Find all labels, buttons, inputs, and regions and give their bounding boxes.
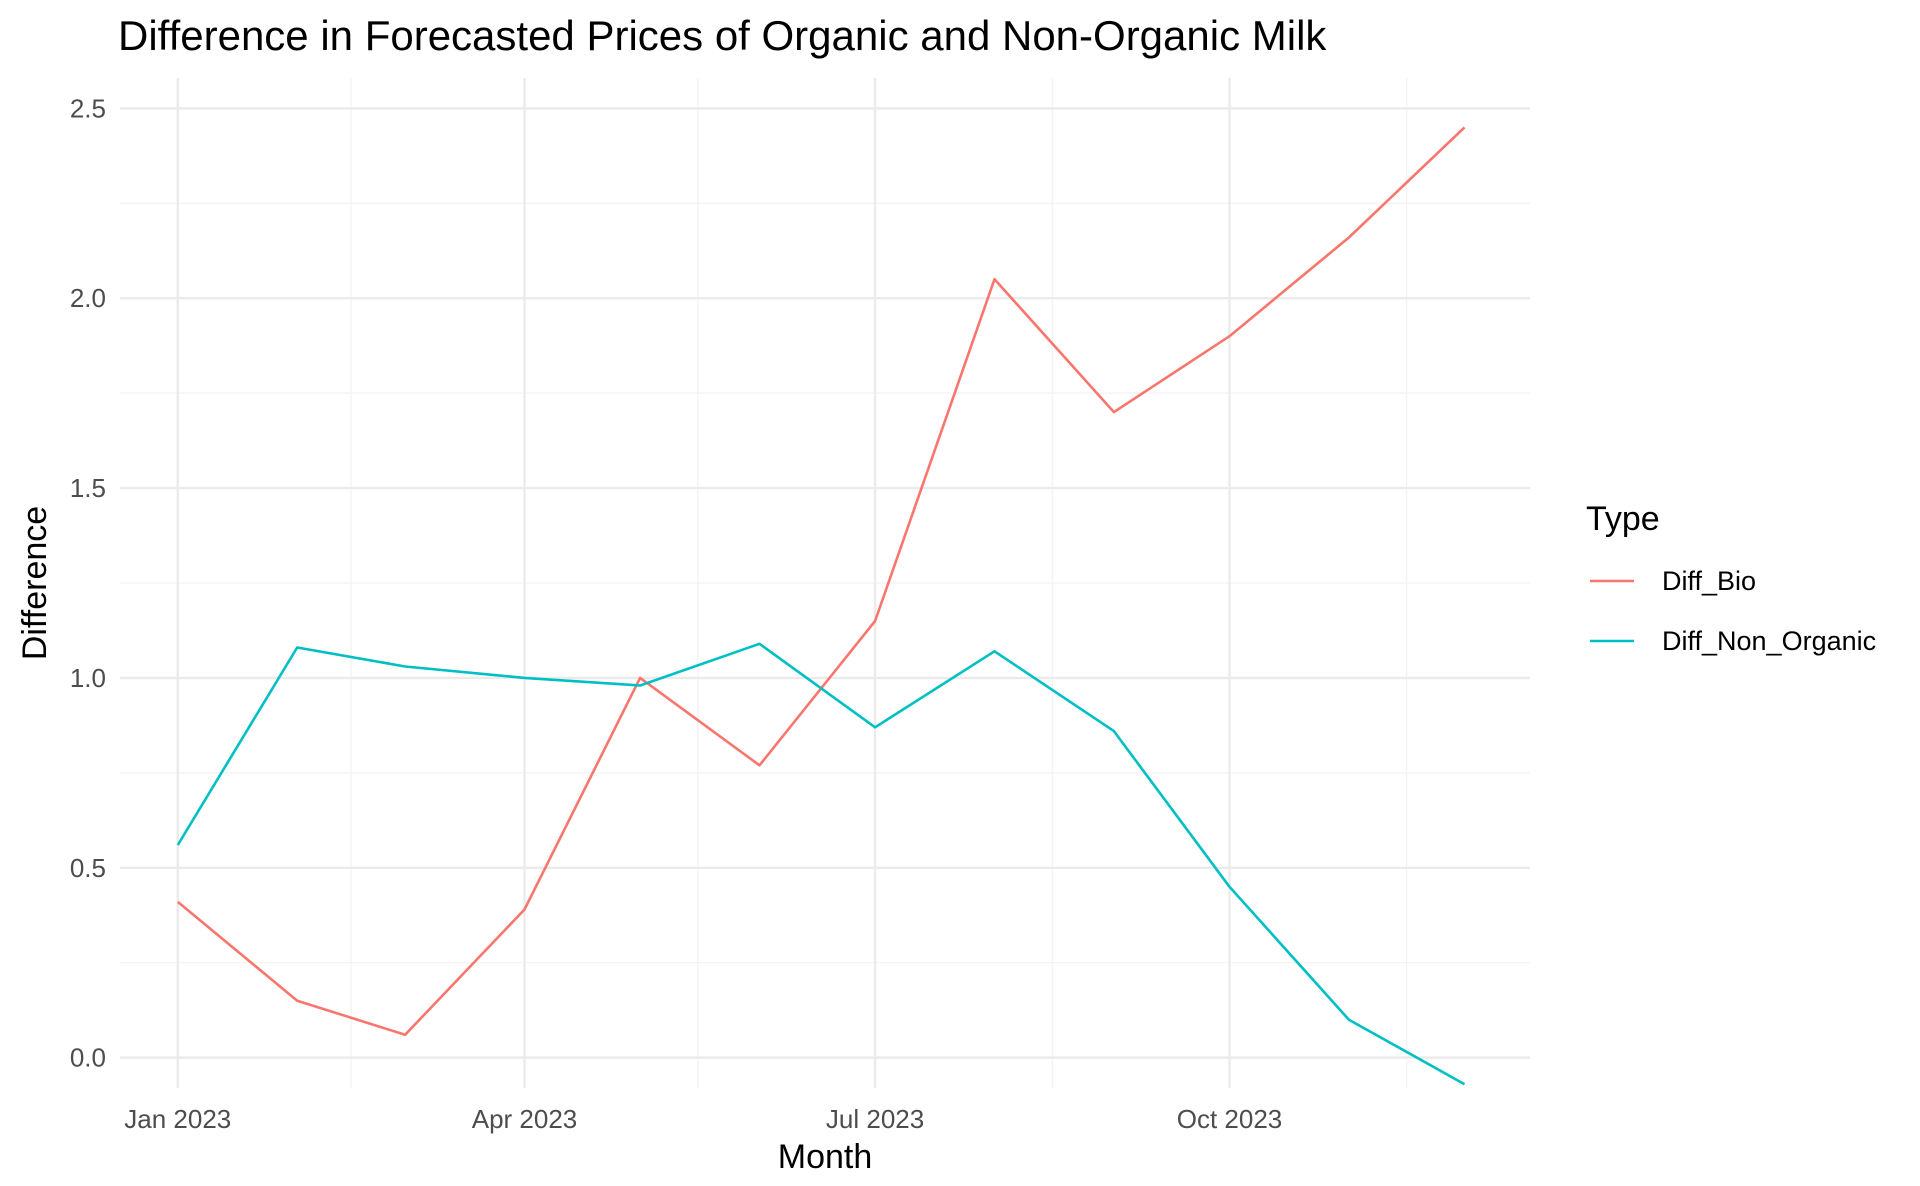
y-tick-label: 2.5 <box>70 93 106 123</box>
y-tick-label: 0.0 <box>70 1043 106 1073</box>
y-tick-label: 1.5 <box>70 473 106 503</box>
y-tick-label: 1.0 <box>70 663 106 693</box>
x-tick-label: Apr 2023 <box>472 1104 578 1134</box>
x-tick-label: Jul 2023 <box>826 1104 924 1134</box>
x-tick-label: Jan 2023 <box>124 1104 231 1134</box>
x-axis-title: Month <box>778 1138 873 1176</box>
chart-title: Difference in Forecasted Prices of Organ… <box>118 12 1327 59</box>
legend-title: Type <box>1586 500 1660 538</box>
y-tick-label: 2.0 <box>70 283 106 313</box>
series-line-diff-bio <box>176 126 1466 1037</box>
legend-label: Diff_Non_Organic <box>1662 626 1876 656</box>
x-tick-label: Oct 2023 <box>1177 1104 1283 1134</box>
series-line-diff-non-organic <box>176 642 1466 1086</box>
legend-label: Diff_Bio <box>1662 566 1756 596</box>
y-tick-label: 0.5 <box>70 853 106 883</box>
y-axis-title: Difference <box>16 506 54 660</box>
